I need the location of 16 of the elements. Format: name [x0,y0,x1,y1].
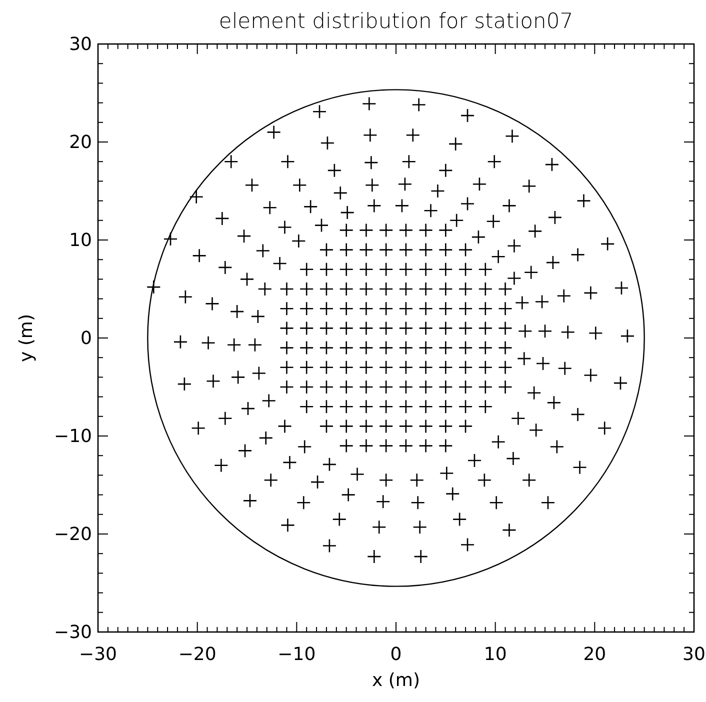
x-tick-label: 30 [682,644,706,665]
x-tick-label: 10 [484,644,507,665]
x-tick-label: −10 [278,644,316,665]
x-tick-label: 0 [390,644,402,665]
x-axis-title: x (m) [372,670,420,691]
y-tick-label: −10 [54,426,92,447]
x-tick-label: −20 [178,644,216,665]
x-tick-label: 20 [583,644,606,665]
y-tick-label: 20 [69,132,92,153]
y-tick-label: 0 [80,328,92,349]
y-tick-label: −30 [54,622,92,643]
y-axis-title: y (m) [16,314,37,362]
chart-title: element distribution for station07 [218,9,574,33]
y-tick-label: 30 [69,34,92,55]
y-tick-label: −20 [54,524,92,545]
y-tick-label: 10 [69,230,92,251]
